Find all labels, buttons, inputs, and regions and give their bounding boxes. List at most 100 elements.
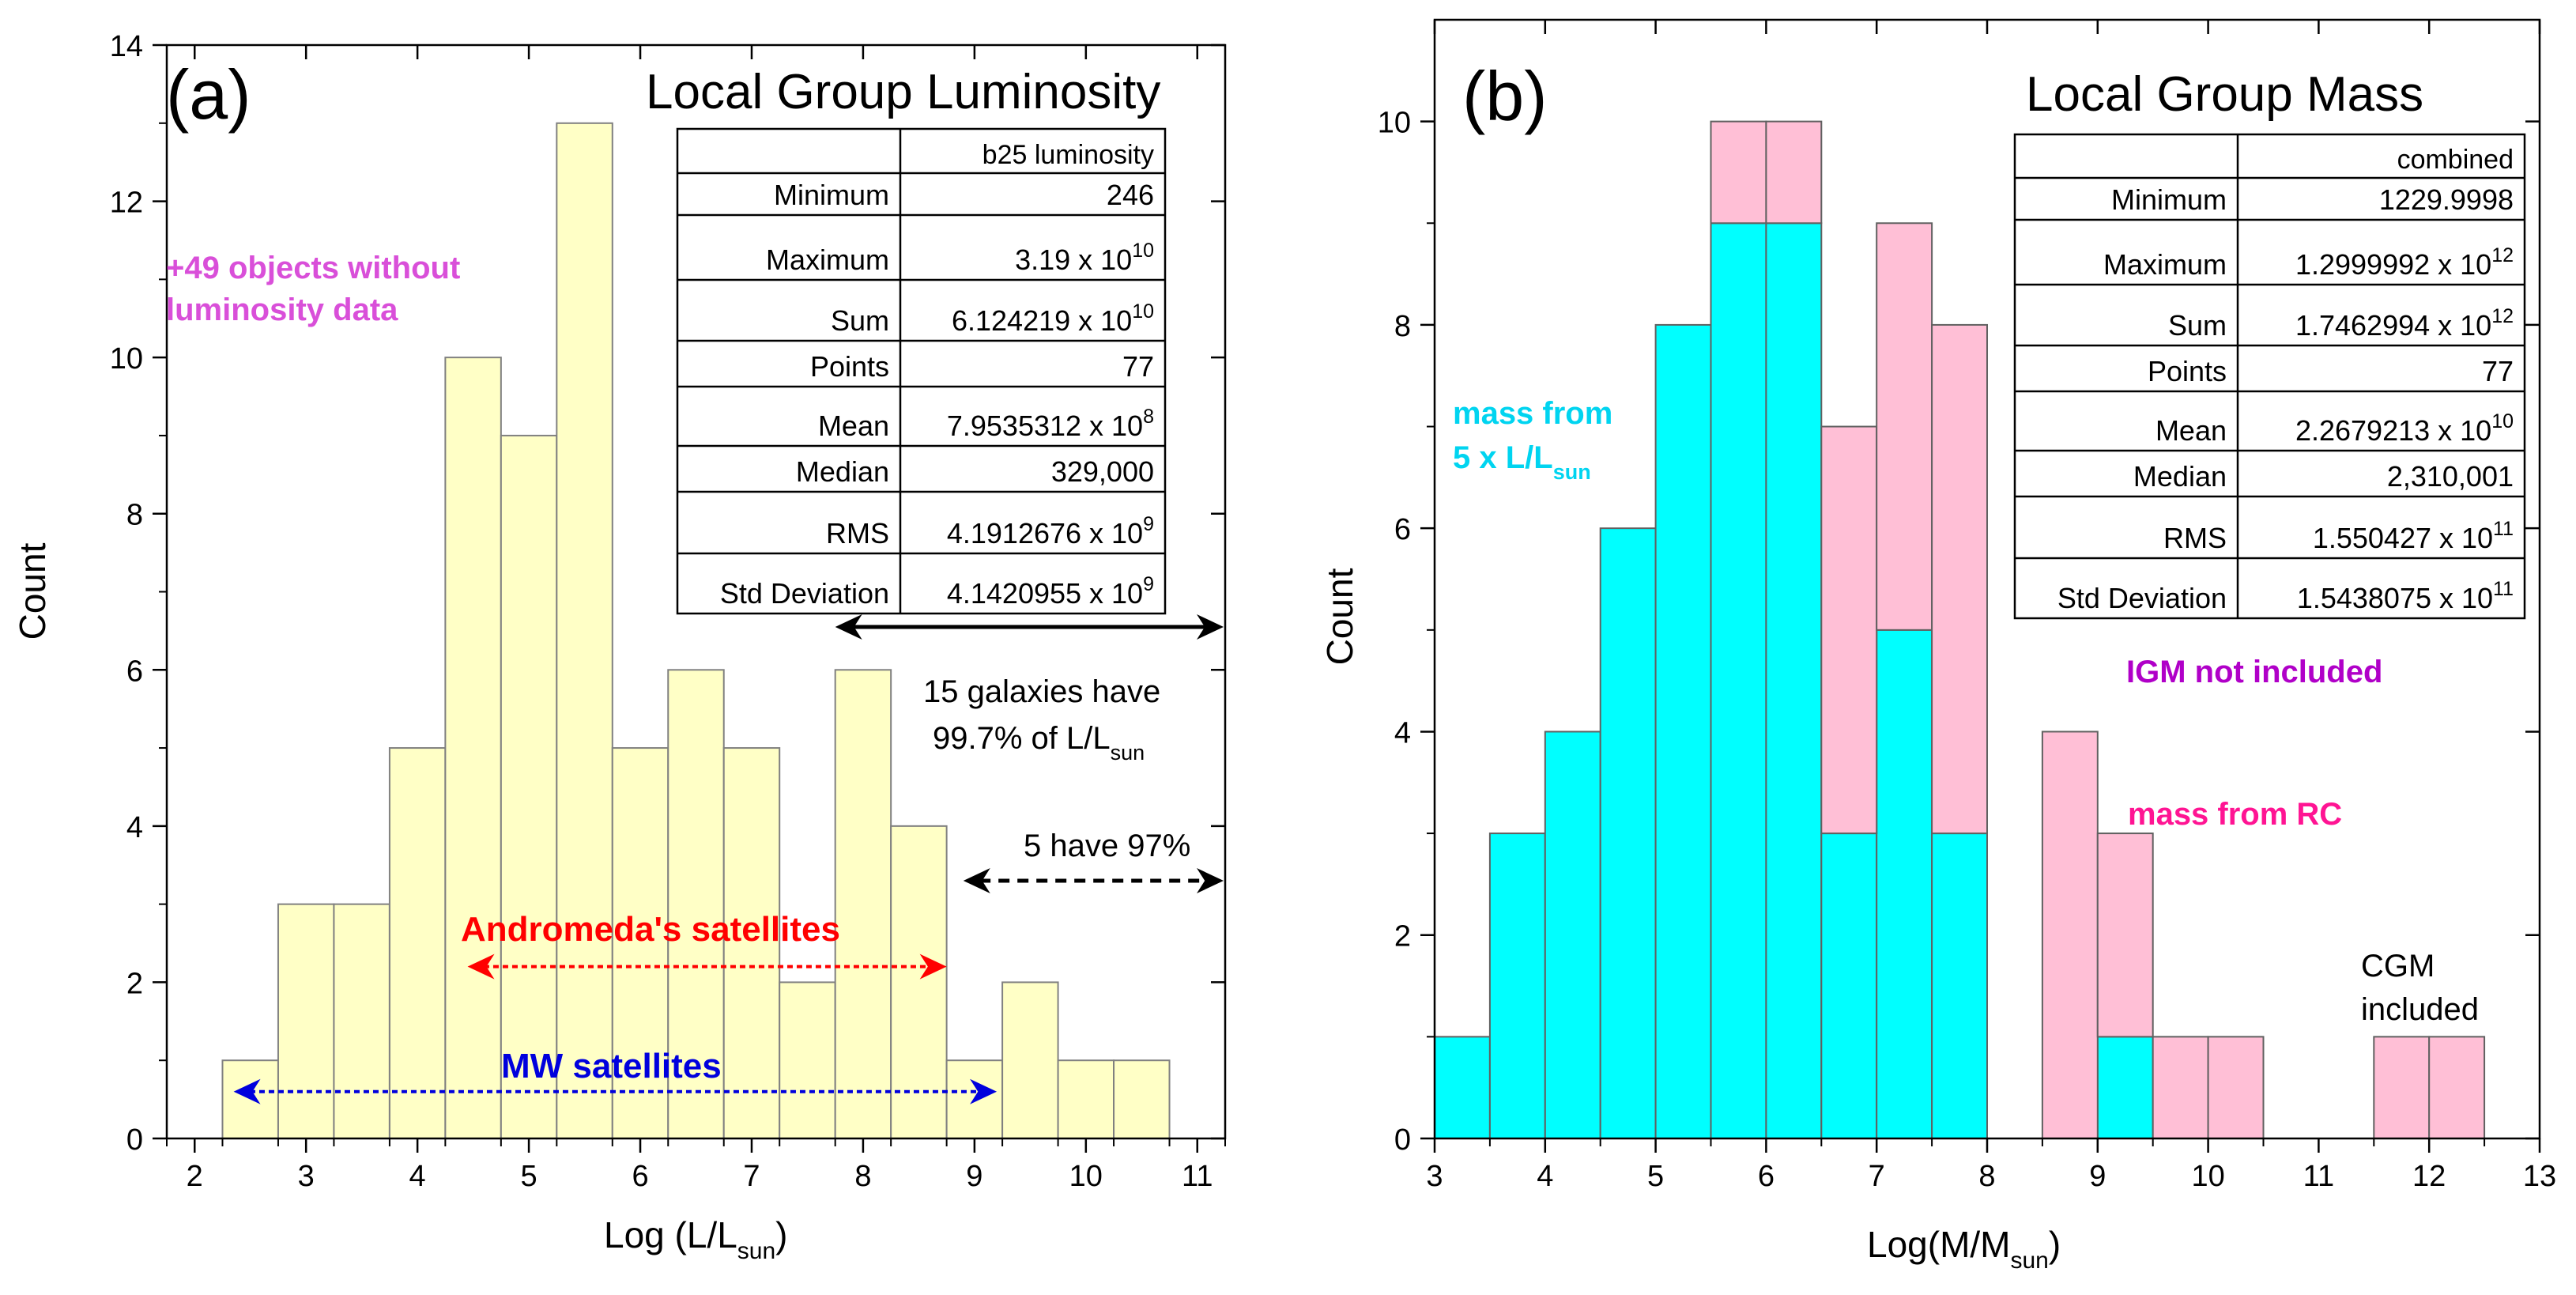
table-row-label: RMS	[2163, 522, 2227, 554]
five-have-arrow-head-left	[963, 868, 990, 894]
x-axis-label-b: Log(M/Msun)	[1867, 1224, 2061, 1274]
histogram-bar-cyan	[1654, 323, 1712, 1140]
histogram-bar	[1113, 1059, 1171, 1139]
histogram-bar-pink	[2041, 731, 2099, 1139]
mw-arrow-head-right	[970, 1078, 998, 1104]
histogram-bar-cyan	[1599, 527, 1657, 1139]
x-tick-label: 9	[966, 1160, 983, 1193]
mass-rc-note: mass from RC	[2128, 797, 2342, 832]
chart-title-b: Local Group Mass	[2026, 67, 2423, 122]
axis-ticks-b: 3 4 5 6 7 8 9 10 11 12 13 0 2 4 6 8 10	[1378, 20, 2556, 1193]
y-tick-label: 0	[126, 1123, 143, 1157]
histogram-bar	[500, 434, 558, 1139]
y-tick-label: 8	[1394, 310, 1411, 343]
galaxies-note: 15 galaxies have	[923, 674, 1160, 709]
x-tick-label: 8	[1978, 1160, 1995, 1193]
panel-b-mass-histogram: 3 4 5 6 7 8 9 10 11 12 13 0 2 4 6 8 10 (b) Local Group M…	[1319, 18, 2556, 1274]
andromeda-label: Andromeda's satellites	[461, 910, 840, 949]
table-row-value: 1.7462994 x 1012	[2295, 305, 2514, 342]
table-row-label: Maximum	[2103, 248, 2227, 281]
table-row-value: 4.1912676 x 109	[947, 513, 1154, 549]
histogram-bar	[779, 981, 836, 1140]
x-tick-label: 8	[854, 1160, 871, 1193]
table-row-value: 4.1420955 x 109	[947, 573, 1154, 610]
table-row-value: 6.124219 x 1010	[952, 300, 1154, 337]
table-row-value: 329,000	[1051, 455, 1154, 488]
histogram-bar-cyan	[1710, 222, 1767, 1140]
table-row-label: Median	[2133, 460, 2227, 493]
histogram-bar-cyan	[1820, 832, 1878, 1140]
histogram-bar	[1001, 981, 1059, 1140]
y-tick-label: 4	[126, 811, 143, 844]
histogram-bar-cyan	[1876, 629, 1933, 1139]
panel-label-a: (a)	[166, 55, 251, 134]
galaxies-note-line2: 99.7% of L/Lsun	[933, 721, 1145, 765]
y-tick-label: 0	[1394, 1123, 1411, 1157]
table-row-value: 246	[1107, 179, 1154, 211]
table-row-value: 1229.9998	[2379, 183, 2514, 216]
histogram-bar-pink	[1820, 425, 1878, 835]
x-tick-label: 12	[2412, 1160, 2446, 1193]
histogram-bar	[834, 669, 892, 1139]
x-tick-label: 13	[2523, 1160, 2556, 1193]
x-tick-label: 10	[1069, 1160, 1103, 1193]
x-axis-label-a: Log (L/Lsun)	[604, 1214, 788, 1264]
x-tick-label: 7	[1869, 1160, 1885, 1193]
table-row-label: Median	[796, 455, 889, 488]
histogram-bar-pink	[2373, 1036, 2431, 1140]
luminosity-bars	[221, 122, 1171, 1140]
table-row-label: Maximum	[766, 244, 889, 276]
table-header: combined	[2397, 145, 2514, 175]
y-tick-label: 8	[126, 499, 143, 532]
histogram-bar-pink	[1710, 120, 1767, 225]
histogram-bar-cyan	[1488, 832, 1546, 1140]
x-tick-label: 4	[409, 1160, 426, 1193]
histogram-bar	[444, 357, 502, 1139]
table-row-value: 1.5438075 x 1011	[2297, 578, 2514, 614]
table-row-label: Sum	[2168, 309, 2227, 342]
x-tick-label: 5	[521, 1160, 537, 1193]
y-axis-label-b: Count	[1319, 568, 1360, 665]
histogram-bar-pink	[2152, 1036, 2209, 1140]
mw-label: MW satellites	[501, 1047, 722, 1085]
x-tick-label: 10	[2191, 1160, 2224, 1193]
x-tick-label: 2	[187, 1160, 203, 1193]
x-tick-label: 7	[743, 1160, 760, 1193]
x-tick-label: 3	[298, 1160, 315, 1193]
y-tick-label: 2	[1394, 920, 1411, 953]
stats-table-b: combined Minimum 1229.9998 Maximum 1.2999992…	[2013, 133, 2526, 620]
stats-table-a: b25 luminosity Minimum 246 Maximum 3.19 x 10…	[676, 127, 1167, 615]
table-row-label: Minimum	[2111, 183, 2227, 216]
mass-bars	[1434, 120, 2486, 1140]
table-row-value: 1.550427 x 1011	[2313, 518, 2514, 554]
x-tick-label: 6	[1758, 1160, 1775, 1193]
table-header: b25 luminosity	[983, 140, 1154, 170]
table-row-label: Minimum	[774, 179, 889, 211]
table-row-value: 7.9535312 x 108	[947, 406, 1154, 442]
y-tick-label: 14	[110, 30, 143, 63]
table-row-label: Points	[2148, 355, 2227, 387]
y-tick-label: 10	[1378, 107, 1411, 140]
histogram-bar-cyan	[1931, 832, 1989, 1140]
histogram-bar-cyan	[1544, 731, 1601, 1139]
x-tick-label: 11	[2303, 1160, 2334, 1193]
andromeda-arrow-head-left	[467, 953, 495, 980]
no-data-note-line2: luminosity data	[166, 293, 398, 327]
chart-title-a: Local Group Luminosity	[646, 65, 1160, 119]
histogram-bar	[333, 903, 390, 1139]
table-frame	[2013, 133, 2526, 620]
galaxies-arrow-head-right	[1197, 614, 1224, 640]
histogram-bar-pink	[2096, 832, 2154, 1038]
y-tick-label: 6	[1394, 513, 1411, 546]
igm-note: IGM not included	[2126, 655, 2382, 689]
table-row-value: 3.19 x 1010	[1015, 240, 1154, 276]
table-row-value: 77	[1122, 350, 1154, 383]
table-row-label: Points	[810, 350, 889, 383]
histogram-bar-pink	[2207, 1036, 2265, 1140]
table-row-value: 2.2679213 x 1010	[2295, 410, 2514, 447]
histogram-bar	[556, 122, 613, 1139]
mass-from-lum-note: mass from	[1453, 396, 1612, 431]
histogram-bar	[611, 747, 669, 1139]
